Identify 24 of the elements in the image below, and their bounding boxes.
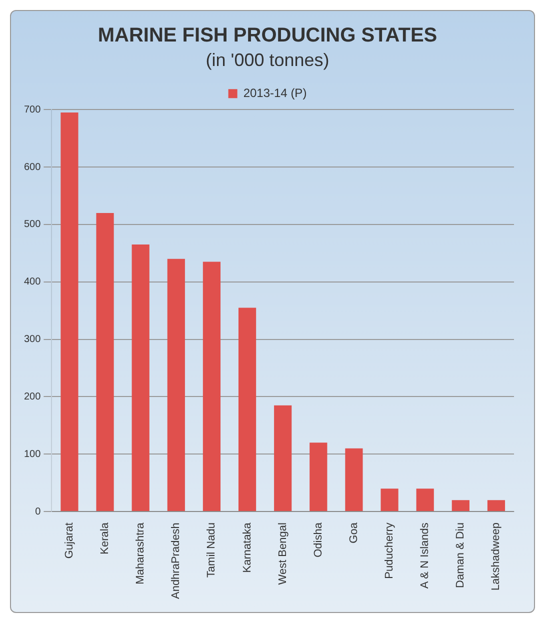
x-tick-label: Gujarat bbox=[63, 522, 76, 559]
y-tick-label: 700 bbox=[24, 104, 42, 116]
x-tick-label: A & N Islands bbox=[419, 522, 432, 589]
x-tick-label: Goa bbox=[348, 522, 360, 544]
x-tick-label: West Bengal bbox=[276, 522, 289, 585]
y-tick-label: 600 bbox=[24, 162, 42, 173]
x-tick-label: Puducherry bbox=[384, 522, 396, 579]
y-tick-label: 100 bbox=[24, 448, 42, 460]
x-tick-label: Lakshadweep bbox=[490, 522, 502, 590]
x-tick-label: Daman & Diu bbox=[454, 522, 467, 588]
y-tick-label: 200 bbox=[24, 391, 42, 402]
x-tick-label: Karnataka bbox=[241, 522, 254, 573]
chart-title: MARINE FISH PRODUCING STATES bbox=[98, 24, 438, 47]
x-tick-label: AndhraPradesh bbox=[170, 522, 182, 600]
y-tick-label: 300 bbox=[24, 334, 42, 346]
x-tick-label: Tamil Nadu bbox=[206, 522, 218, 578]
legend-label: 2013-14 (P) bbox=[243, 86, 307, 100]
y-tick-label: 0 bbox=[35, 506, 42, 518]
x-tick-label: Odisha bbox=[312, 522, 324, 558]
x-tick-label: Maharashtra bbox=[134, 522, 147, 584]
x-tick-label: Kerala bbox=[99, 522, 112, 554]
chart-subtitle: (in '000 tonnes) bbox=[206, 50, 330, 70]
y-tick-label: 500 bbox=[24, 219, 42, 230]
y-tick-label: 400 bbox=[24, 276, 42, 288]
